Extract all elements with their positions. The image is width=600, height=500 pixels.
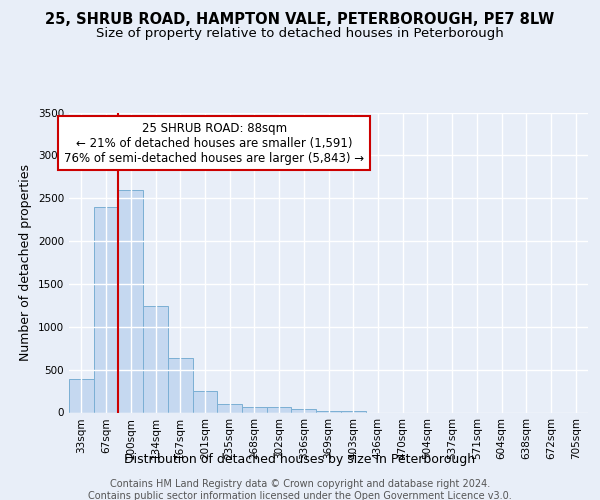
Text: Contains public sector information licensed under the Open Government Licence v3: Contains public sector information licen… (88, 491, 512, 500)
Y-axis label: Number of detached properties: Number of detached properties (19, 164, 32, 361)
Bar (143, 306, 168, 412)
Bar (292, 409, 316, 412)
Bar (267, 408, 292, 412)
Bar (316, 411, 341, 412)
Bar (242, 407, 267, 412)
Text: Contains HM Land Registry data © Crown copyright and database right 2024.: Contains HM Land Registry data © Crown c… (110, 479, 490, 489)
Bar (168, 358, 193, 412)
Bar (193, 390, 217, 412)
Bar (217, 404, 242, 412)
Text: 25 SHRUB ROAD: 88sqm
← 21% of detached houses are smaller (1,591)
76% of semi-de: 25 SHRUB ROAD: 88sqm ← 21% of detached h… (64, 122, 364, 164)
Bar (118, 190, 143, 412)
Text: Distribution of detached houses by size in Peterborough: Distribution of detached houses by size … (124, 452, 476, 466)
Text: Size of property relative to detached houses in Peterborough: Size of property relative to detached ho… (96, 28, 504, 40)
Bar (94, 207, 118, 412)
Bar (69, 379, 94, 412)
Text: 25, SHRUB ROAD, HAMPTON VALE, PETERBOROUGH, PE7 8LW: 25, SHRUB ROAD, HAMPTON VALE, PETERBOROU… (46, 12, 554, 28)
Bar (341, 411, 365, 412)
